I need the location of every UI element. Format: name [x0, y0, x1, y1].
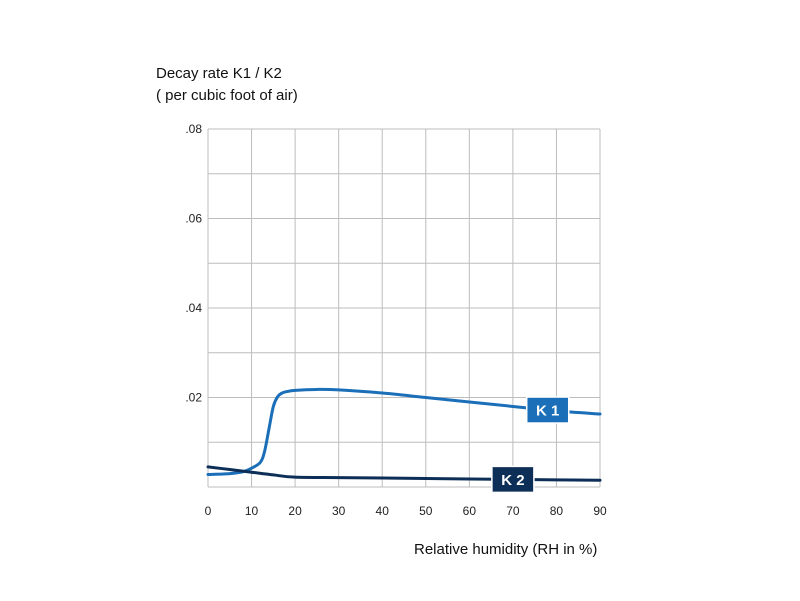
x-tick-label: 80 [550, 504, 564, 518]
x-tick-label: 50 [419, 504, 433, 518]
x-axis-ticks: 0 10 20 30 40 50 60 70 80 90 [205, 504, 607, 518]
x-tick-label: 20 [288, 504, 302, 518]
x-tick-label: 0 [205, 504, 212, 518]
grid [207, 128, 601, 488]
y-tick-label: .04 [185, 301, 202, 315]
x-tick-label: 30 [332, 504, 346, 518]
y-tick-label: .02 [185, 391, 202, 405]
series-labels: K 1 K 2 [491, 396, 570, 494]
series-label-badge [525, 396, 570, 424]
series-label-badge [491, 465, 535, 494]
x-tick-label: 10 [245, 504, 259, 518]
series-label-text: K 2 [501, 472, 524, 489]
x-tick-label: 90 [593, 504, 607, 518]
y-axis-title-line1: Decay rate K1 / K2 [156, 65, 282, 82]
y-tick-label: .08 [185, 122, 202, 136]
series-line-1 [206, 387, 602, 476]
series-label-text: K 1 [536, 403, 559, 420]
x-tick-label: 70 [506, 504, 520, 518]
x-tick-label: 40 [376, 504, 390, 518]
series-line-2 [206, 465, 602, 482]
y-axis-ticks: .02 .04 .06 .08 [185, 122, 202, 405]
y-axis-title-line2: ( per cubic foot of air) [156, 87, 298, 104]
x-tick-label: 60 [463, 504, 477, 518]
y-axis-title: Decay rate K1 / K2 ( per cubic foot of a… [156, 63, 298, 107]
y-tick-label: .06 [185, 212, 202, 226]
x-axis-title: Relative humidity (RH in %) [414, 541, 598, 558]
